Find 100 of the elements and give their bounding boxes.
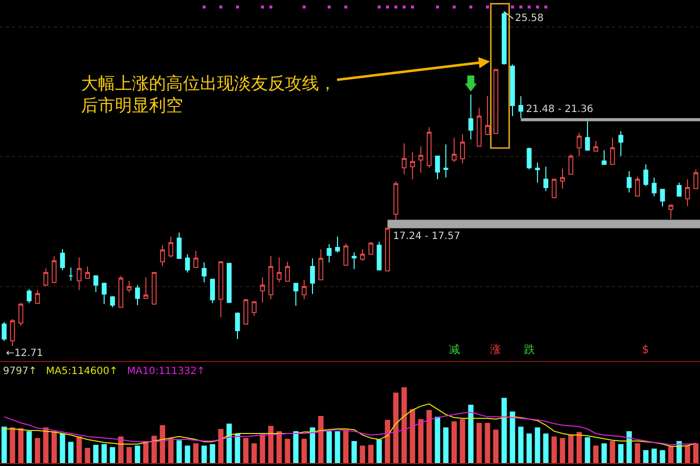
bar <box>643 450 648 463</box>
candlestick <box>418 146 424 174</box>
candlestick <box>435 155 440 180</box>
bar <box>218 428 224 463</box>
candlestick <box>235 312 240 340</box>
candlestick <box>68 267 74 282</box>
candlestick <box>143 276 148 299</box>
bar <box>552 436 557 463</box>
candlestick <box>26 288 32 304</box>
annotation: 涨 <box>490 343 501 356</box>
bar <box>676 441 682 463</box>
bar <box>110 447 116 463</box>
bar <box>134 446 140 463</box>
candlestick <box>452 137 457 163</box>
bar <box>426 410 432 463</box>
bar <box>534 427 540 463</box>
annotation: 跌 <box>524 343 535 356</box>
bar <box>360 446 366 463</box>
bar <box>168 438 174 463</box>
bar <box>276 431 282 463</box>
candlestick <box>343 243 348 266</box>
bar <box>352 441 357 463</box>
bar <box>268 426 274 463</box>
bar <box>526 433 532 463</box>
bar <box>393 392 398 463</box>
candlestick <box>218 260 224 318</box>
candlestick <box>393 181 398 220</box>
bar <box>68 442 74 463</box>
candlestick <box>618 130 624 157</box>
candlestick <box>610 137 615 166</box>
bar <box>568 434 574 463</box>
bar <box>460 419 466 463</box>
candlestick <box>476 107 482 148</box>
bar <box>193 443 198 463</box>
bar <box>668 446 674 463</box>
candlestick <box>535 162 540 184</box>
bar <box>18 428 24 463</box>
bar <box>334 431 340 463</box>
candlestick <box>268 255 274 300</box>
bar <box>634 443 640 463</box>
candlestick <box>302 279 307 300</box>
bar <box>284 438 290 463</box>
bar <box>518 426 524 463</box>
candlestick <box>93 275 98 292</box>
candlestick <box>168 236 174 258</box>
bar <box>443 427 448 463</box>
bar <box>502 398 507 463</box>
candlestick <box>276 256 282 283</box>
annotation: 25.58 <box>515 13 544 24</box>
bar <box>326 431 332 463</box>
bar <box>402 387 407 463</box>
candlestick <box>352 252 357 270</box>
bar <box>560 438 566 463</box>
bar <box>418 419 424 463</box>
candlestick <box>260 276 265 303</box>
bar <box>2 426 7 463</box>
candlestick <box>402 142 407 175</box>
candlestick <box>10 318 15 346</box>
candlestick <box>85 266 90 279</box>
candlestick <box>110 296 115 308</box>
candlestick <box>135 284 140 306</box>
candlestick <box>526 147 532 170</box>
candlestick <box>552 178 557 199</box>
bar <box>593 446 598 463</box>
bar <box>693 443 698 463</box>
candlestick <box>410 152 415 180</box>
bar <box>176 440 182 463</box>
bar <box>434 416 440 463</box>
candlestick <box>643 164 648 186</box>
bar <box>368 444 374 463</box>
candlestick <box>443 144 448 178</box>
candlestick <box>426 126 432 168</box>
bar <box>660 450 666 463</box>
bar <box>26 431 32 463</box>
candlestick <box>252 300 257 316</box>
candlestick <box>560 168 565 190</box>
bar <box>118 436 124 463</box>
candlestick <box>676 182 682 198</box>
bar <box>34 438 40 463</box>
candlestick <box>685 178 690 206</box>
candlestick <box>460 134 465 164</box>
candlestick <box>485 96 490 136</box>
candlestick <box>626 170 632 193</box>
candlestick <box>18 302 24 326</box>
candlestick <box>326 244 332 263</box>
annotation: $ <box>642 343 649 356</box>
candlestick <box>468 94 474 140</box>
bar <box>610 441 616 463</box>
bar <box>43 427 48 463</box>
bar <box>126 447 132 463</box>
candlestick <box>152 271 157 306</box>
band-label: 17.24 - 17.57 <box>393 231 460 242</box>
candlestick <box>335 236 340 253</box>
candlestick <box>376 241 382 271</box>
candlestick <box>193 250 198 268</box>
bar <box>618 444 624 463</box>
candlestick <box>160 244 165 266</box>
bar <box>476 422 482 463</box>
candlestick <box>202 262 207 283</box>
candlestick <box>593 140 598 152</box>
